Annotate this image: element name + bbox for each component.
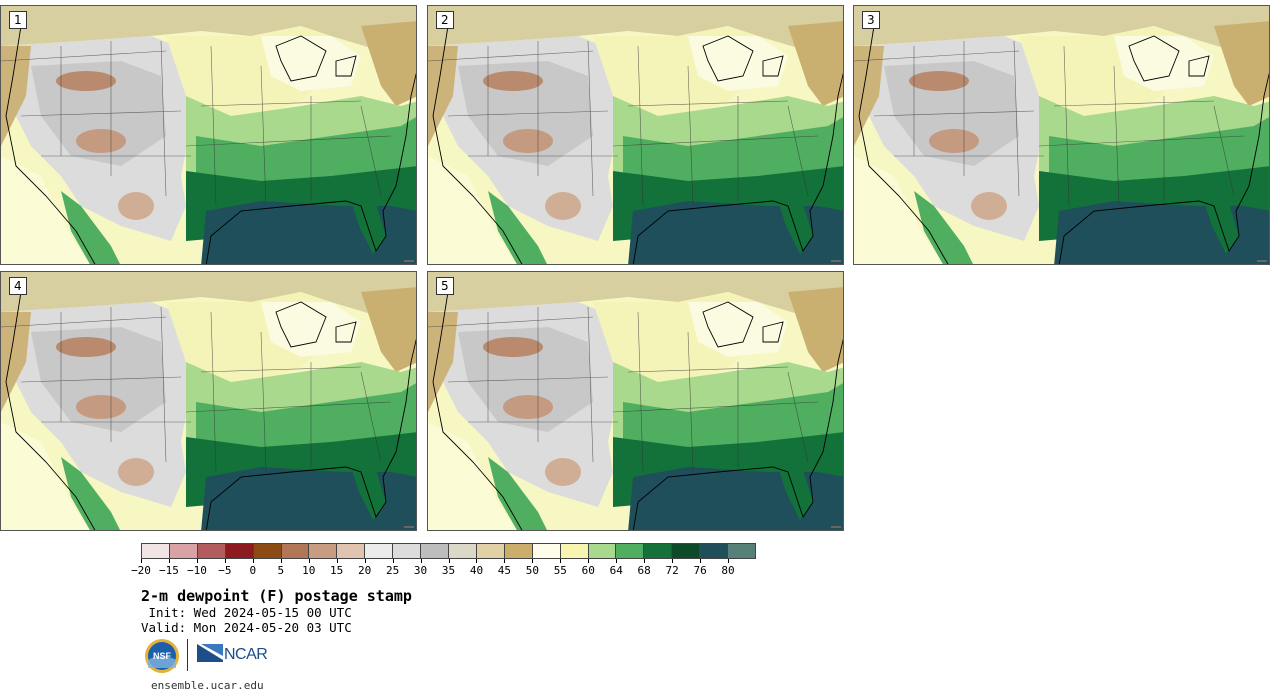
dewpoint-map <box>854 6 1269 264</box>
forecast-panel-3: 3 <box>853 5 1270 265</box>
colorbar-ticks: −20 −15 −10 −5 0 5 10 15 20 25 30 35 40 45 50 55 60 64 68 7… <box>131 559 756 579</box>
valid-time: Valid: Mon 2024-05-20 03 UTC <box>141 620 352 635</box>
colorbar-segment <box>169 544 198 558</box>
tick-mark <box>616 559 618 563</box>
tick-label: 45 <box>497 564 512 577</box>
tick-mark <box>280 559 282 563</box>
tick-mark <box>392 559 394 563</box>
panel-label: 4 <box>9 277 27 295</box>
nsf-logo-text: NSF <box>153 651 172 661</box>
colorbar-segment <box>448 544 477 558</box>
colorbar-segment <box>476 544 505 558</box>
tick-mark <box>364 559 366 563</box>
forecast-panel-1: 1 <box>0 5 417 265</box>
colorbar-segment <box>142 544 170 558</box>
ncar-logo-text: NCAR <box>224 646 268 663</box>
tick-mark <box>700 559 702 563</box>
colorbar-segment <box>253 544 282 558</box>
corner-mark <box>831 260 841 262</box>
tick-mark <box>336 559 338 563</box>
colorbar-segment <box>393 544 422 558</box>
colorbar-segment <box>281 544 310 558</box>
tick-label: 35 <box>441 564 456 577</box>
ncar-logo-icon <box>197 644 223 662</box>
tick-label: 0 <box>249 564 257 577</box>
tick-label: −20 <box>131 564 151 577</box>
tick-label: 64 <box>609 564 623 577</box>
forecast-panel-5: 5 <box>427 271 844 531</box>
colorbar-segment <box>309 544 338 558</box>
colorbar-segment <box>504 544 533 558</box>
tick-label: 5 <box>277 564 285 577</box>
init-time: Init: Wed 2024-05-15 00 UTC <box>141 605 352 620</box>
dewpoint-map <box>1 6 416 264</box>
corner-mark <box>831 526 841 528</box>
colorbar-segment <box>532 544 561 558</box>
tick-label: 30 <box>413 564 428 577</box>
tick-label: 15 <box>330 564 344 577</box>
colorbar-segment <box>700 544 729 558</box>
tick-label: 80 <box>721 564 735 577</box>
panel-label: 5 <box>436 277 454 295</box>
corner-mark <box>1257 260 1267 262</box>
tick-mark <box>476 559 478 563</box>
tick-label: −10 <box>186 564 207 577</box>
tick-label: 50 <box>525 564 539 577</box>
panel-label: 1 <box>9 11 27 29</box>
dewpoint-map <box>428 6 843 264</box>
tick-label: 72 <box>665 564 679 577</box>
colorbar-segment <box>644 544 673 558</box>
colorbar-segment <box>197 544 226 558</box>
tick-label: 60 <box>581 564 595 577</box>
tick-mark <box>504 559 506 563</box>
colorbar-segment <box>588 544 617 558</box>
tick-mark <box>560 559 562 563</box>
tick-mark <box>224 559 226 563</box>
colorbar-segment <box>728 544 755 558</box>
chart-title: 2-m dewpoint (F) postage stamp <box>141 587 412 605</box>
dewpoint-colorbar <box>141 543 756 559</box>
tick-mark <box>196 559 198 563</box>
tick-label: 40 <box>469 564 484 577</box>
tick-mark <box>644 559 646 563</box>
tick-mark <box>532 559 534 563</box>
tick-mark <box>420 559 422 563</box>
colorbar-segment <box>225 544 254 558</box>
logo-divider <box>187 639 188 671</box>
corner-mark <box>404 260 414 262</box>
tick-mark <box>728 559 730 563</box>
nsf-logo-icon: NSF <box>145 639 179 673</box>
tick-mark <box>672 559 674 563</box>
tick-label: 76 <box>693 564 707 577</box>
tick-mark <box>141 559 142 563</box>
tick-label: 10 <box>302 564 316 577</box>
tick-label: −15 <box>159 564 179 577</box>
colorbar-segment <box>672 544 701 558</box>
sponsor-logos: NSF NCAR <box>144 637 284 675</box>
colorbar-segment <box>616 544 645 558</box>
corner-mark <box>404 526 414 528</box>
colorbar-segment <box>365 544 394 558</box>
tick-label: 55 <box>553 564 567 577</box>
tick-mark <box>252 559 254 563</box>
dewpoint-map <box>1 272 416 530</box>
tick-label: 68 <box>637 564 651 577</box>
tick-mark <box>588 559 590 563</box>
dewpoint-map <box>428 272 843 530</box>
colorbar-segment <box>421 544 449 558</box>
forecast-panel-4: 4 <box>0 271 417 531</box>
colorbar-segment <box>337 544 366 558</box>
tick-mark <box>448 559 450 563</box>
panel-label: 3 <box>862 11 880 29</box>
tick-label: 20 <box>358 564 372 577</box>
tick-mark <box>308 559 310 563</box>
tick-label: −5 <box>218 564 232 577</box>
tick-label: 25 <box>385 564 400 577</box>
forecast-panel-2: 2 <box>427 5 844 265</box>
panel-label: 2 <box>436 11 454 29</box>
tick-mark <box>168 559 170 563</box>
colorbar-segment <box>560 544 589 558</box>
website-link[interactable]: ensemble.ucar.edu <box>151 679 264 692</box>
